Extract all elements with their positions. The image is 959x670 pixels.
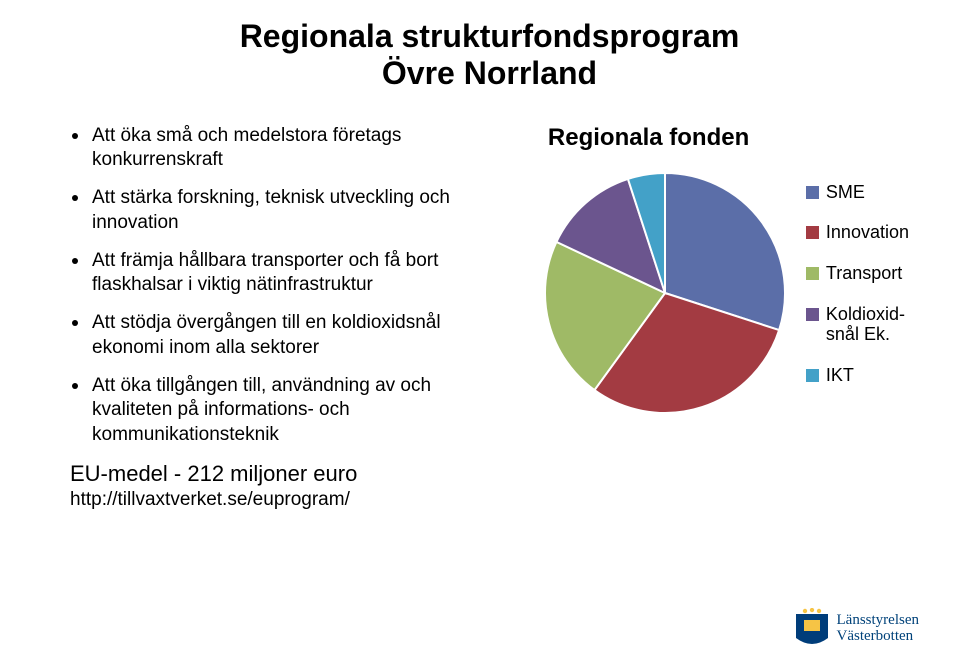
legend-label: Innovation (826, 222, 909, 243)
left-column: Att öka små och medelstora företags konk… (70, 118, 510, 511)
bullet-text: Att stödja övergången till en koldioxids… (92, 312, 441, 357)
url-line: http://tillvaxtverket.se/euprogram/ (70, 489, 510, 511)
page-title: Regionala strukturfondsprogram Övre Norr… (70, 18, 909, 92)
legend-label: Koldioxid-snål Ek. (826, 304, 905, 345)
legend-label: SME (826, 182, 865, 203)
bullet-text: Att öka små och medelstora företags konk… (92, 125, 401, 170)
chart-legend: SME Innovation Transport Koldioxid-snål Ek.… (806, 168, 909, 406)
legend-item: Transport (806, 263, 909, 284)
legend-item: IKT (806, 365, 909, 386)
crest-icon (795, 608, 829, 648)
bullet-list: Att öka små och medelstora företags konk… (70, 124, 510, 447)
legend-item: Innovation (806, 222, 909, 243)
list-item: Att öka små och medelstora företags konk… (70, 124, 510, 173)
list-item: Att främja hållbara transporter och få b… (70, 249, 510, 298)
footer-line-2: Västerbotten (837, 628, 914, 644)
bullet-text: Att öka tillgången till, användning av o… (92, 375, 431, 445)
footer-org-name: Länsstyrelsen Västerbotten (837, 612, 919, 645)
eu-funding-line: EU-medel - 212 miljoner euro (70, 461, 510, 487)
legend-swatch (806, 186, 819, 199)
list-item: Att öka tillgången till, användning av o… (70, 374, 510, 447)
footer-line-1: Länsstyrelsen (837, 612, 919, 628)
legend-item: Koldioxid-snål Ek. (806, 304, 909, 345)
list-item: Att stödja övergången till en koldioxids… (70, 311, 510, 360)
title-line-2: Övre Norrland (382, 55, 597, 91)
footer-logo: Länsstyrelsen Västerbotten (795, 608, 919, 648)
list-item: Att stärka forskning, teknisk utveckling… (70, 186, 510, 235)
bullet-text: Att stärka forskning, teknisk utveckling… (92, 187, 450, 232)
legend-label: Transport (826, 263, 902, 284)
legend-label: IKT (826, 365, 854, 386)
right-column: Regionala fonden SME Innovation Transport K… (510, 118, 909, 418)
title-line-1: Regionala strukturfondsprogram (240, 18, 740, 54)
legend-swatch (806, 226, 819, 239)
legend-swatch (806, 369, 819, 382)
chart-title: Regionala fonden (548, 124, 909, 152)
pie-chart (540, 168, 790, 418)
legend-swatch (806, 267, 819, 280)
bullet-text: Att främja hållbara transporter och få b… (92, 250, 438, 295)
legend-item: SME (806, 182, 909, 203)
legend-swatch (806, 308, 819, 321)
